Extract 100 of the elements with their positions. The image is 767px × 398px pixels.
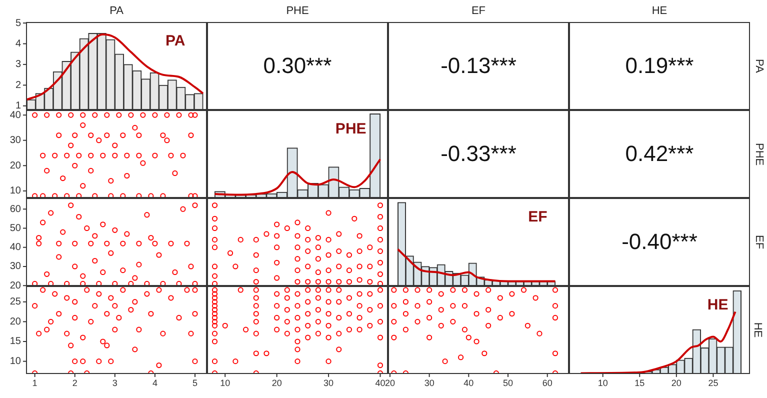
y-tick-label: 60 (10, 204, 22, 215)
point (108, 358, 114, 364)
y-tick-label: 40 (10, 242, 22, 254)
point (184, 287, 190, 293)
point (192, 358, 198, 364)
point (36, 234, 42, 241)
point (56, 310, 62, 317)
y-tick-label: 20 (10, 280, 22, 292)
point (402, 287, 409, 293)
point (552, 350, 558, 356)
point (152, 240, 158, 246)
point (438, 306, 444, 313)
point (462, 287, 468, 293)
point (156, 287, 162, 293)
point (184, 240, 190, 246)
point (132, 275, 138, 281)
point (414, 287, 420, 293)
point (52, 291, 58, 297)
point (192, 287, 198, 293)
point (132, 299, 138, 305)
point (402, 299, 409, 305)
point (100, 222, 106, 228)
point (56, 254, 62, 260)
point (450, 287, 456, 293)
point (192, 202, 198, 208)
x-tick-label: 20 (272, 378, 282, 388)
y-tick-label: 2 (15, 80, 22, 91)
point (80, 358, 86, 364)
point (104, 240, 110, 246)
point (92, 303, 98, 309)
x-tick-label: 40 (464, 378, 474, 388)
point (64, 330, 70, 336)
point (48, 210, 54, 216)
x-tick-label: 20 (671, 378, 682, 388)
point (391, 318, 397, 324)
point (172, 269, 178, 276)
point (391, 334, 397, 340)
point (552, 303, 558, 309)
point (40, 220, 46, 226)
point (192, 310, 198, 317)
point (32, 303, 38, 309)
text: -0.40*** (622, 229, 698, 255)
point (168, 295, 174, 301)
point (450, 303, 456, 309)
point (148, 234, 154, 241)
point (168, 240, 174, 246)
point (426, 314, 432, 321)
point (80, 273, 86, 279)
point (104, 342, 110, 348)
y-tick-label: 40 (10, 110, 22, 121)
x-tick-label: 30 (324, 378, 334, 388)
x-tick-label: 15 (634, 378, 645, 388)
point (176, 314, 182, 321)
annotation: HE (707, 296, 728, 314)
text: -0.13*** (440, 53, 516, 79)
point (438, 291, 444, 297)
point (44, 271, 50, 277)
y-tick-label: 3 (15, 59, 22, 70)
annotation: EF (528, 208, 548, 226)
y-tick-label: 25 (10, 296, 22, 308)
point (108, 250, 114, 256)
point (56, 240, 62, 246)
x-tick-label: 3 (112, 378, 118, 388)
point (509, 310, 515, 317)
point (132, 346, 138, 352)
point (108, 295, 114, 301)
point (84, 225, 90, 232)
point (68, 202, 74, 208)
text: -0.33*** (440, 141, 516, 167)
y-tick-label: 10 (10, 186, 22, 197)
text: 0.30*** (263, 53, 332, 79)
point (128, 306, 134, 313)
point (426, 299, 432, 305)
x-tick-label: 50 (503, 378, 514, 388)
point (124, 231, 130, 237)
y-tick-label: 10 (10, 356, 22, 368)
point (48, 318, 54, 324)
point (524, 322, 530, 328)
text: PHE (285, 4, 310, 19)
point (180, 206, 186, 212)
x-tick-label: 60 (542, 378, 552, 388)
point (402, 310, 409, 317)
point (402, 326, 409, 332)
point (144, 291, 150, 297)
point (104, 310, 110, 317)
point (40, 287, 46, 293)
point (466, 334, 472, 340)
point (60, 229, 66, 235)
point (156, 362, 162, 368)
point (156, 252, 162, 258)
point (450, 318, 456, 324)
chart-title: PA (110, 5, 124, 18)
point (536, 330, 542, 336)
point (462, 303, 468, 309)
point (509, 291, 515, 297)
text: 0.42*** (625, 141, 694, 167)
point (68, 342, 74, 348)
y-tick-label: 50 (10, 222, 22, 234)
x-tick-label: 5 (192, 378, 198, 388)
point (72, 240, 78, 246)
